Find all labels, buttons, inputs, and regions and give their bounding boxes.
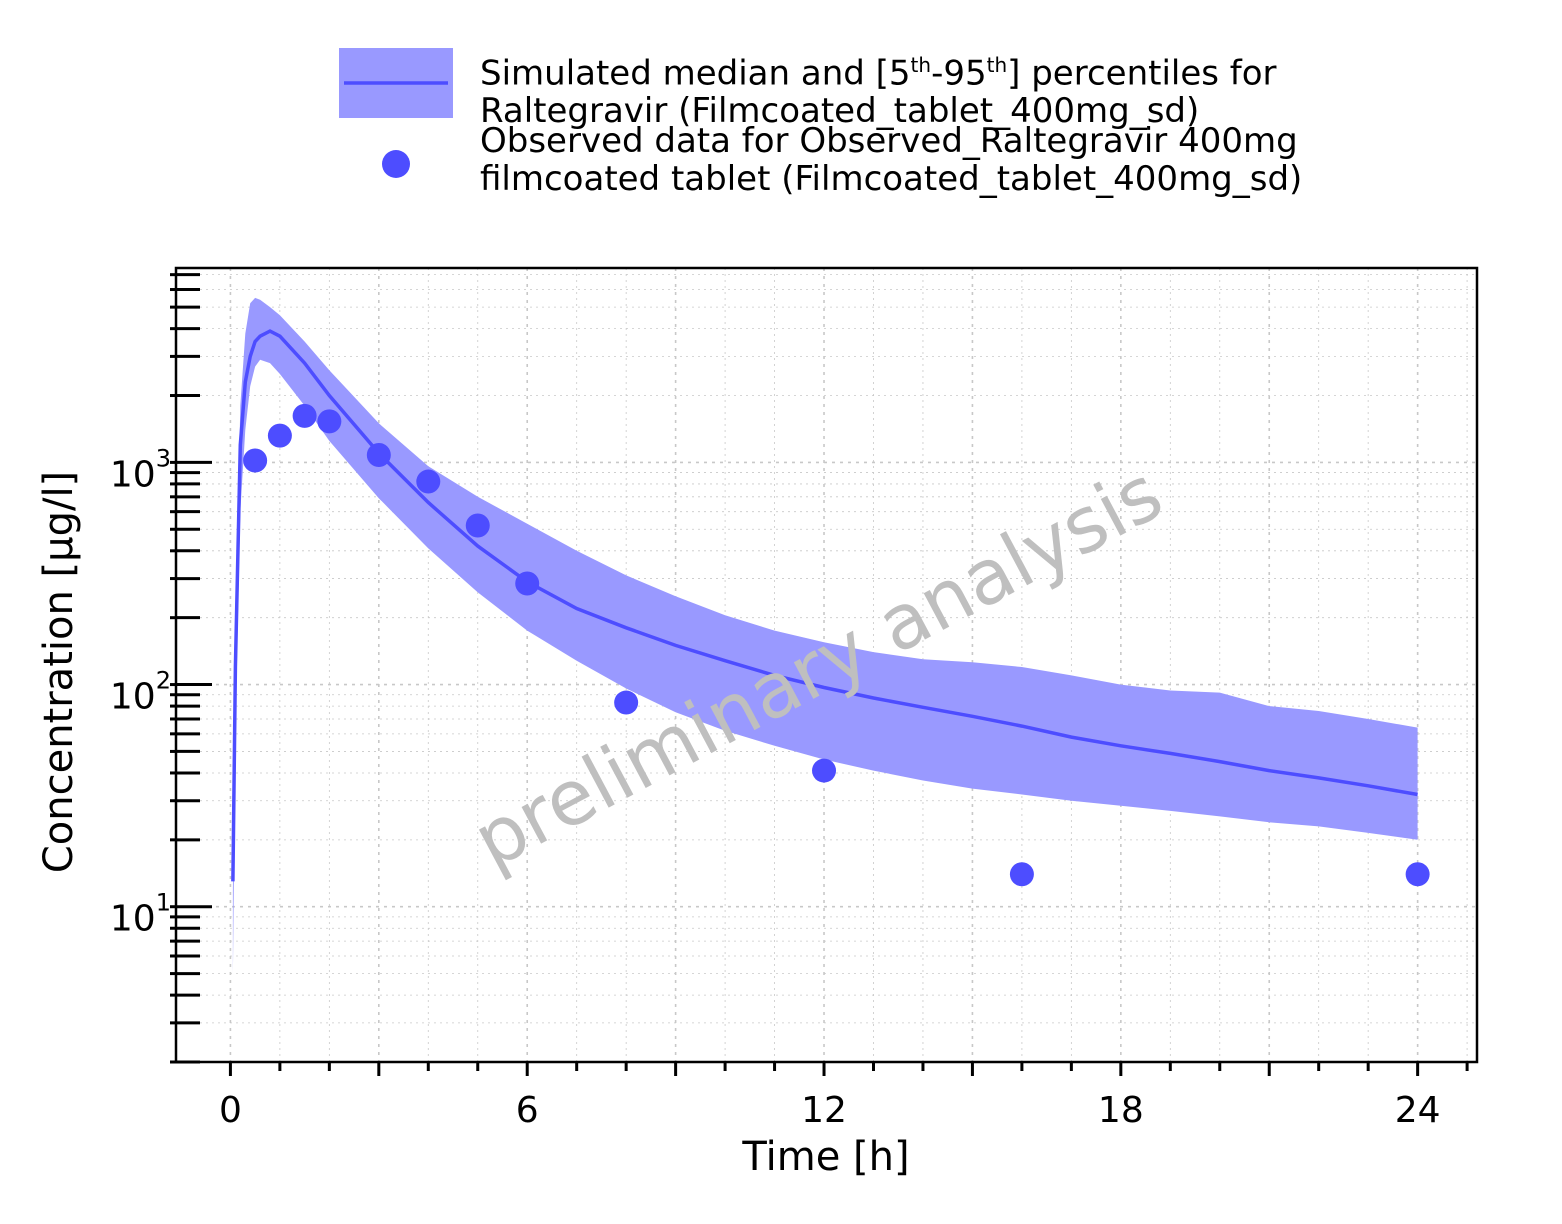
legend-simulated-text-line2: Raltegravir (Filmcoated_tablet_400mg_sd)	[480, 91, 1200, 132]
observed-point	[243, 448, 268, 473]
plot-data	[231, 297, 1430, 974]
plot-frame	[174, 266, 1479, 1064]
legend-simulated-label: Simulated median and [5th-95th] percenti…	[480, 46, 1277, 130]
x-tick-label: 12	[801, 1090, 847, 1131]
observed-point	[614, 690, 639, 715]
y-tick-label: 103	[110, 444, 171, 495]
observed-point	[317, 409, 342, 434]
percentile-band	[232, 297, 1418, 974]
legend-simulated-text-a: Simulated median and [5	[480, 53, 911, 94]
x-tick-label: 18	[1098, 1090, 1144, 1131]
legend-simulated-text-c: ] percentiles for	[1007, 53, 1277, 94]
y-tick-label-base: 10	[110, 454, 156, 495]
legend-sup-th-1: th	[910, 53, 932, 77]
observed-point	[416, 469, 441, 494]
legend-observed-text-line2: filmcoated tablet (Filmcoated_tablet_400…	[480, 159, 1303, 199]
x-tick-label: 6	[516, 1090, 539, 1131]
y-tick-label-base: 10	[110, 899, 156, 940]
observed-point	[1009, 862, 1034, 887]
x-tick-label: 24	[1395, 1090, 1441, 1131]
y-tick-label-exponent: 2	[156, 667, 171, 695]
y-tick-label-exponent: 1	[156, 889, 171, 917]
observed-point	[515, 571, 540, 596]
y-axis-title: Concentration [µg/l]	[36, 471, 82, 873]
x-axis-title: Time [h]	[741, 1134, 909, 1180]
y-tick-label-exponent: 3	[156, 444, 171, 472]
observed-point	[465, 513, 490, 538]
y-tick-label: 101	[110, 889, 171, 940]
observed-point	[292, 403, 317, 428]
x-tick-label: 0	[219, 1090, 242, 1131]
legend-observed-text-line1: Observed data for Observed_Raltegravir 4…	[480, 121, 1298, 161]
legend-observed-marker	[382, 150, 410, 178]
observed-point	[366, 442, 391, 467]
legend-simulated-text-b: -95	[931, 53, 987, 94]
median-line	[231, 329, 1418, 882]
observed-point	[267, 423, 292, 448]
legend-observed-label: Observed data for Observed_Raltegravir 4…	[480, 122, 1302, 198]
observed-point	[1405, 862, 1430, 887]
legend-band-swatch	[339, 48, 453, 118]
watermark-text: preliminary analysis	[459, 448, 1176, 886]
observed-point	[812, 758, 837, 783]
y-tick-label: 102	[110, 667, 171, 718]
y-tick-label-base: 10	[110, 677, 156, 718]
legend-sup-th-2: th	[986, 53, 1008, 77]
legend-entry-simulated: Simulated median and [5th-95th] percenti…	[330, 40, 1430, 130]
legend: Simulated median and [5th-95th] percenti…	[330, 40, 1430, 198]
